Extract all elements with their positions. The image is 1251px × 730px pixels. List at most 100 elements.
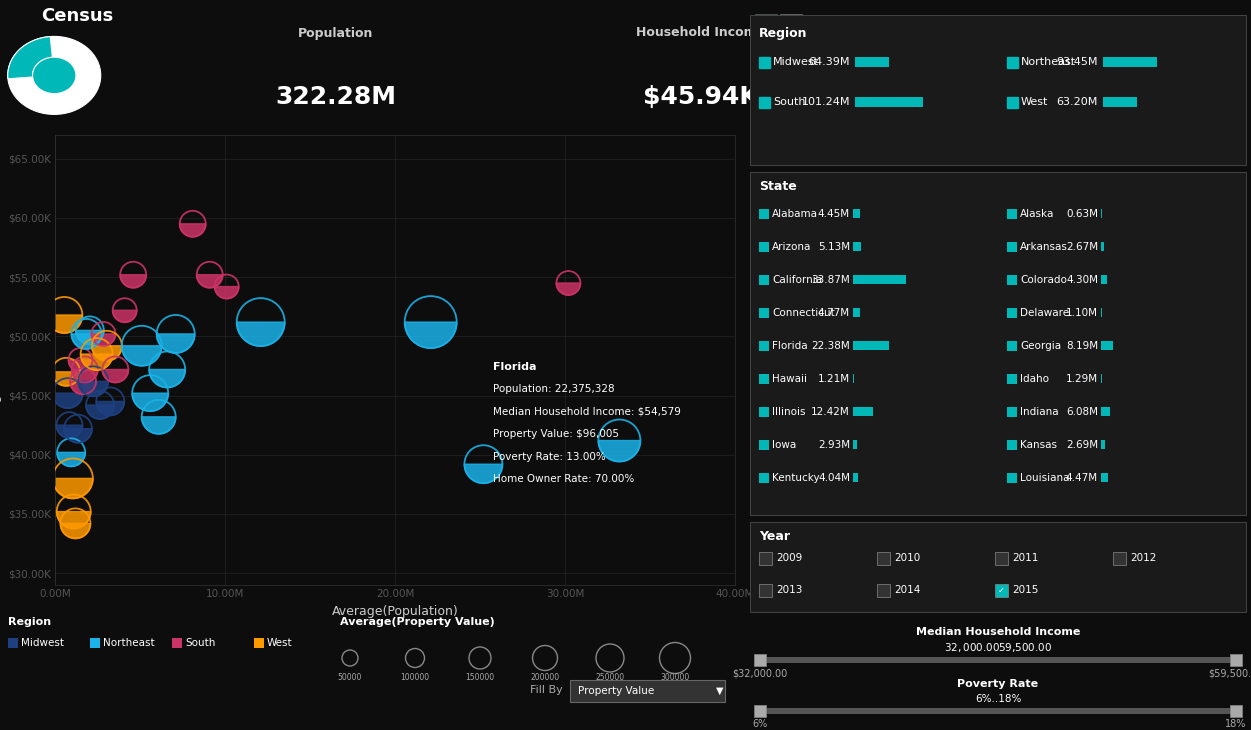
Bar [759,440,769,450]
Bar [995,584,1008,597]
Text: 322.28M: 322.28M [275,85,397,110]
Polygon shape [79,381,109,396]
Text: 12.42M: 12.42M [811,407,849,417]
Text: Iowa: Iowa [772,440,796,450]
Text: 4.47M: 4.47M [1066,473,1098,483]
Text: 50000: 50000 [338,674,363,683]
Text: 300000: 300000 [661,674,689,683]
Text: Population: 22,375,328: Population: 22,375,328 [493,384,614,394]
Bar [90,638,100,648]
Bar [995,552,1008,565]
Bar [1101,308,1102,317]
Polygon shape [215,287,239,299]
Text: 2015: 2015 [1012,585,1038,595]
Bar [171,638,181,648]
Text: Year: Year [759,529,789,542]
Bar [754,705,766,717]
Text: Idaho: Idaho [1020,374,1050,384]
Bar [1101,440,1105,449]
Polygon shape [53,393,83,408]
Text: Kansas: Kansas [1020,440,1057,450]
Text: Arkansas: Arkansas [1020,242,1068,252]
Text: 6%: 6% [752,719,768,729]
Text: ▼: ▼ [716,686,723,696]
Bar [759,97,771,108]
Text: 200000: 200000 [530,674,559,683]
Text: Hawaii: Hawaii [772,374,807,384]
Text: Colorado: Colorado [1020,275,1067,285]
Polygon shape [80,354,113,370]
Bar [1007,242,1017,252]
Text: Kentucky: Kentucky [772,473,819,483]
Text: Florida: Florida [772,341,808,351]
Bar [877,552,889,565]
Text: 2.93M: 2.93M [818,440,849,450]
Text: 100000: 100000 [400,674,429,683]
Text: 250000: 250000 [595,674,624,683]
Bar [254,638,264,648]
Text: $59,500.00: $59,500.00 [1208,668,1251,678]
Text: Household Income: Household Income [637,26,766,39]
Bar [570,680,726,702]
Polygon shape [236,322,285,346]
Polygon shape [121,346,161,366]
Text: $32,000.00  $59,500.00: $32,000.00 $59,500.00 [943,642,1052,655]
Polygon shape [91,346,121,361]
Bar [1007,374,1017,384]
Text: 22.38M: 22.38M [811,341,849,351]
Text: Midwest: Midwest [21,638,64,648]
Polygon shape [70,381,96,394]
Bar [1007,275,1017,285]
Bar [1101,242,1105,251]
Bar [1007,341,1017,351]
Text: Alabama: Alabama [772,209,818,219]
Text: Northeast: Northeast [103,638,155,648]
Polygon shape [405,322,457,348]
Text: 11.9%: 11.9% [1023,85,1111,110]
Text: Delaware: Delaware [1020,308,1070,318]
Text: Midwest: Midwest [773,57,819,67]
Text: 2012: 2012 [1130,553,1156,563]
Polygon shape [156,334,195,353]
Polygon shape [86,405,114,419]
Text: 18%: 18% [1225,719,1247,729]
Polygon shape [196,274,223,288]
Text: 150000: 150000 [465,674,494,683]
Text: Average(Property Value): Average(Property Value) [340,617,494,627]
Bar [759,584,772,597]
Bar [761,657,1236,663]
Text: 64.39M: 64.39M [808,57,849,67]
Bar [877,584,889,597]
Text: 6%..18%: 6%..18% [975,694,1021,704]
Text: Poverty Rate: Poverty Rate [1021,26,1112,39]
Polygon shape [141,417,175,434]
Polygon shape [76,331,104,345]
Text: Fill By: Fill By [530,685,563,695]
Wedge shape [8,36,53,79]
Text: Arizona: Arizona [772,242,812,252]
Text: 93.45M: 93.45M [1057,57,1098,67]
Bar [756,14,777,30]
Text: 2009: 2009 [776,553,802,563]
Polygon shape [53,478,93,499]
Polygon shape [113,310,136,322]
Text: State: State [759,180,797,193]
Text: Property Value: Property Value [578,686,654,696]
Bar [759,374,769,384]
Text: California: California [772,275,822,285]
Text: Region: Region [759,26,807,39]
Text: 4.30M: 4.30M [1066,275,1098,285]
Bar [751,522,1246,612]
Bar [8,638,18,648]
Bar [1103,57,1157,67]
Polygon shape [46,315,83,333]
Wedge shape [8,36,101,115]
Polygon shape [120,274,146,288]
Bar [1101,374,1102,383]
Bar [1230,654,1242,666]
Text: Florida: Florida [493,361,537,372]
Circle shape [33,57,76,93]
Text: Census: Census [41,7,114,25]
Bar [1007,308,1017,318]
Text: Connecticut: Connecticut [772,308,834,318]
